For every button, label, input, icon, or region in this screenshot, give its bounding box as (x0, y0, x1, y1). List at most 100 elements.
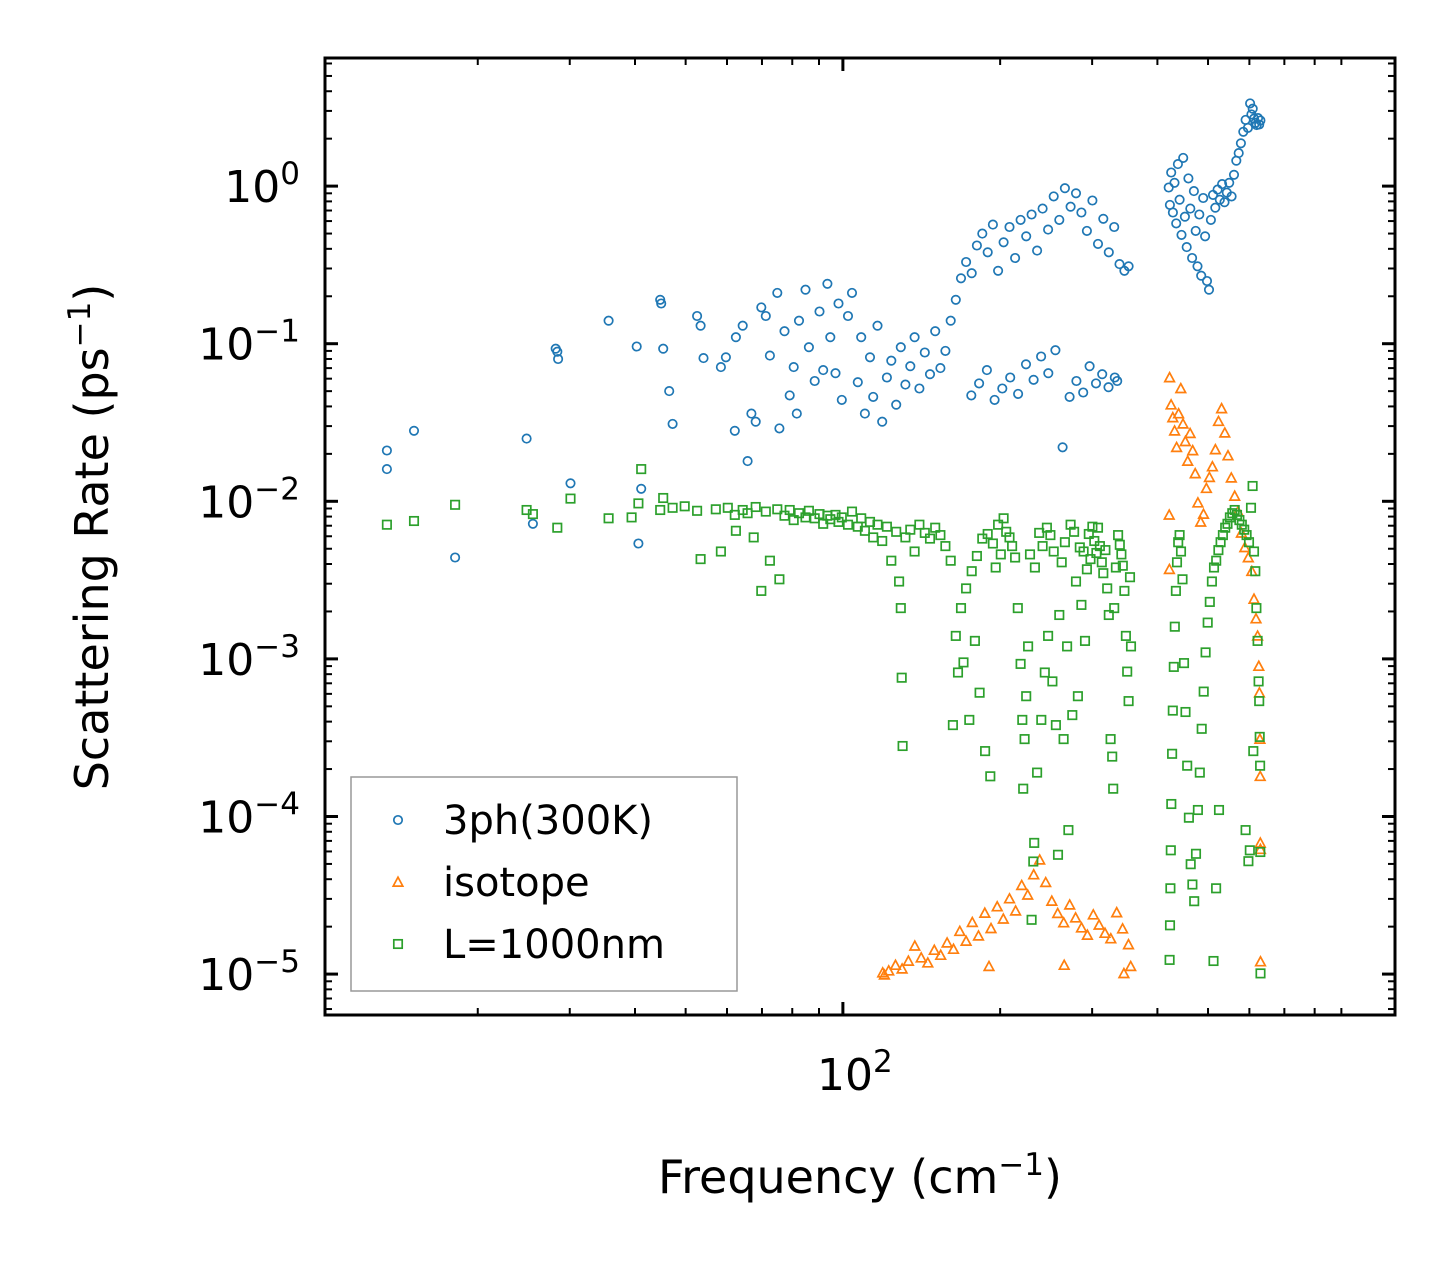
data-point (1056, 557, 1067, 568)
data-point (1253, 676, 1264, 687)
data-point (1190, 848, 1202, 859)
data-point (1171, 218, 1182, 229)
data-point (1177, 574, 1188, 585)
data-point (895, 962, 909, 974)
data-point (1192, 261, 1203, 272)
data-point (1243, 856, 1254, 867)
data-point (1108, 783, 1119, 794)
data-point (695, 554, 706, 565)
data-point (1117, 966, 1131, 979)
data-point (1028, 374, 1039, 385)
data-point (919, 347, 930, 358)
data-point (882, 964, 895, 976)
data-point (1163, 370, 1176, 383)
data-point (1255, 968, 1266, 979)
data-point (966, 268, 977, 279)
data-point (1252, 635, 1263, 646)
series-circle (381, 98, 1266, 563)
data-point (631, 341, 642, 352)
data-point (1043, 224, 1054, 235)
data-point (1109, 603, 1120, 614)
data-point (822, 278, 833, 289)
data-point (1026, 209, 1037, 220)
y-tick-label-base: 10 (198, 635, 254, 686)
data-point (1052, 849, 1064, 860)
data-point (1215, 537, 1226, 548)
data-point (868, 391, 879, 402)
data-point (1200, 647, 1211, 658)
data-point (1096, 557, 1107, 568)
data-point (952, 667, 964, 678)
data-point (1172, 407, 1185, 419)
data-point (1062, 641, 1073, 652)
data-point (1018, 783, 1029, 794)
data-point (1164, 398, 1178, 410)
data-point (1176, 229, 1187, 240)
data-point (833, 298, 844, 309)
data-point (658, 492, 669, 504)
data-point (908, 939, 922, 951)
series-square (381, 464, 1266, 979)
y-tick-label-base: 10 (198, 950, 254, 1001)
data-point (1235, 138, 1246, 149)
data-point (750, 416, 761, 427)
data-point (889, 958, 902, 971)
data-point (1167, 207, 1178, 218)
data-point (1198, 686, 1209, 697)
data-point (1124, 572, 1136, 583)
data-point (1032, 767, 1043, 778)
data-point (1181, 454, 1194, 466)
data-point (1180, 706, 1191, 718)
data-point (1039, 667, 1050, 678)
data-point (971, 550, 982, 562)
data-point (842, 310, 854, 322)
data-point (1125, 641, 1137, 652)
data-point (1168, 424, 1181, 436)
data-point (1166, 167, 1177, 178)
data-point (1167, 705, 1178, 716)
data-point (381, 464, 392, 475)
data-point (760, 310, 771, 322)
data-point (877, 535, 888, 547)
data-point (872, 320, 883, 331)
data-point (1178, 658, 1190, 669)
data-point (1164, 954, 1175, 965)
data-point (793, 315, 805, 326)
data-point (905, 361, 916, 372)
data-point (1252, 113, 1264, 124)
data-point (1188, 186, 1199, 197)
data-point (748, 532, 759, 543)
data-point (1231, 509, 1243, 520)
data-point (1067, 710, 1078, 721)
data-point (1211, 883, 1222, 894)
data-point (552, 346, 563, 357)
legend-label-isotope: isotope (443, 860, 590, 906)
data-point (902, 954, 915, 966)
data-point (1169, 621, 1180, 632)
data-point (955, 273, 967, 284)
y-axis-title-exponent: −1 (62, 302, 98, 348)
data-point (1112, 375, 1123, 387)
data-point (1245, 98, 1256, 109)
data-point (1050, 345, 1061, 356)
data-point (1210, 202, 1221, 213)
data-point (1097, 369, 1108, 380)
data-point (1200, 231, 1211, 242)
data-point (921, 956, 935, 968)
data-point (1247, 103, 1258, 114)
data-point (990, 900, 1004, 912)
data-point (1081, 225, 1092, 236)
data-point (1090, 378, 1102, 389)
data-point (1114, 539, 1125, 550)
data-point (1064, 391, 1075, 402)
data-point (1183, 812, 1194, 823)
data-point (836, 394, 847, 405)
data-point (1057, 442, 1068, 453)
data-point (977, 228, 988, 239)
y-tick-label: 10−2 (198, 471, 300, 528)
data-point (1103, 609, 1114, 621)
data-point (1087, 521, 1098, 532)
data-point (1045, 894, 1059, 906)
data-point (1247, 480, 1258, 492)
data-point (1253, 732, 1267, 744)
